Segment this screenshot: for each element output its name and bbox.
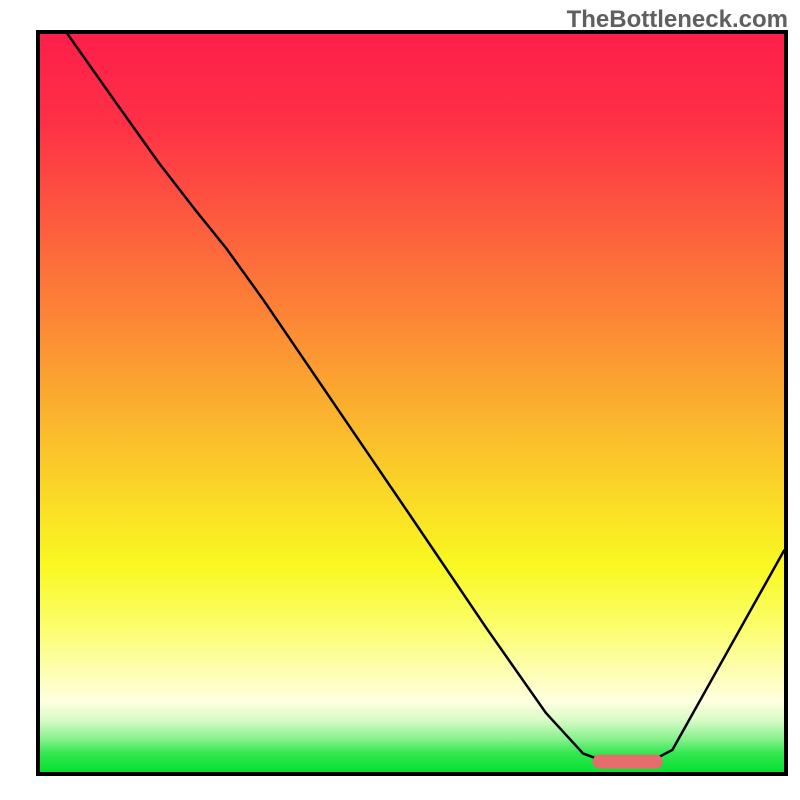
chart-frame: TheBottleneck.com xyxy=(0,0,800,800)
bottleneck-curve xyxy=(40,34,784,772)
sweet-spot-marker xyxy=(592,754,663,769)
plot-area xyxy=(36,30,788,776)
